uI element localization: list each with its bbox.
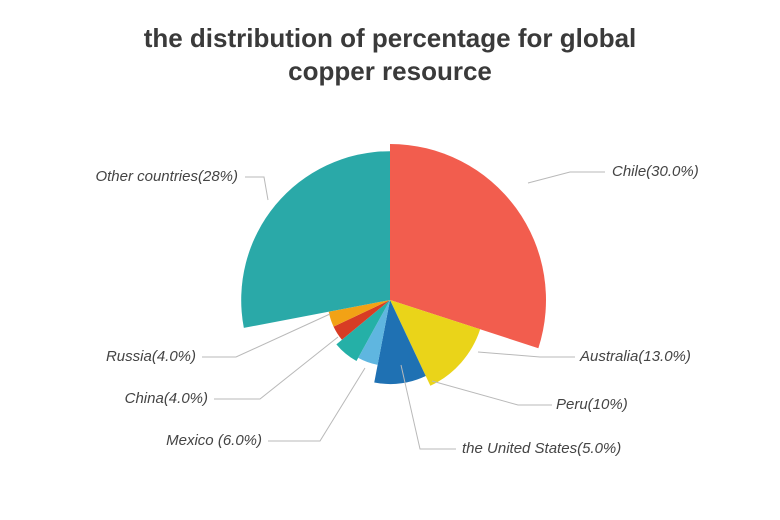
slice-label: Russia(4.0%): [106, 348, 196, 365]
leader-line: [478, 352, 575, 357]
slice-label: Australia(13.0%): [580, 348, 691, 365]
slice-label: Other countries(28%): [95, 168, 238, 185]
leader-line: [245, 177, 268, 200]
slice-label: Mexico (6.0%): [166, 432, 262, 449]
leader-line: [268, 368, 365, 441]
leader-line: [432, 381, 552, 405]
slice-label: Chile(30.0%): [612, 163, 699, 180]
pie-chart: [0, 0, 780, 520]
leader-line: [528, 172, 605, 183]
slice-label: the United States(5.0%): [462, 440, 621, 457]
slice-other-countries: [241, 151, 390, 328]
leader-line: [214, 337, 338, 399]
slice-label: Peru(10%): [556, 396, 628, 413]
slice-label: China(4.0%): [125, 390, 208, 407]
